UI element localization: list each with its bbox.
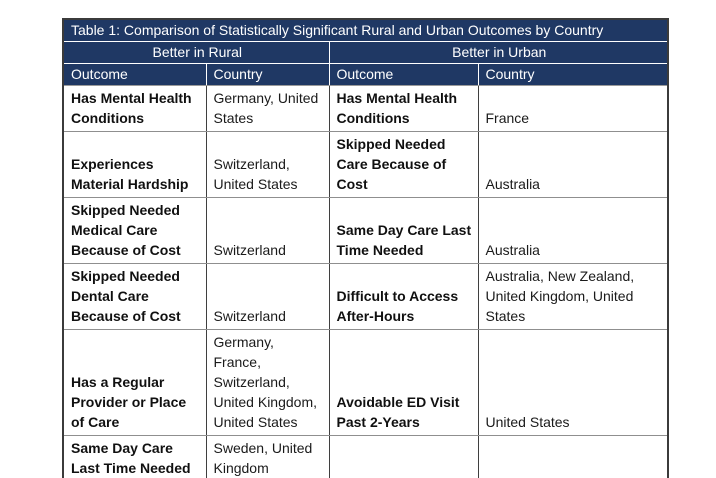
rural-outcome-cell: Skipped Needed Medical Care Because of C… [63, 197, 207, 264]
group-header-urban: Better in Urban [328, 41, 668, 64]
column-header-urban-country: Country [477, 63, 668, 86]
rural-country-cell: Germany, United States [206, 85, 330, 132]
rural-country-cell: Sweden, United Kingdom [206, 435, 330, 478]
rural-outcome-cell: Has a Regular Provider or Place of Care [63, 329, 207, 436]
table-row: Skipped Needed Dental Care Because of Co… [63, 263, 669, 330]
urban-country-cell [478, 435, 669, 478]
table-title-row: Table 1: Comparison of Statistically Sig… [63, 19, 668, 42]
urban-country-cell: Australia [478, 131, 669, 198]
table-row: Same Day Care Last Time Needed Sweden, U… [63, 435, 669, 478]
table-row: Experiences Material Hardship Switzerlan… [63, 131, 669, 198]
column-header-urban-outcome: Outcome [328, 63, 478, 86]
urban-outcome-cell: Avoidable ED Visit Past 2-Years [329, 329, 479, 436]
urban-country-cell: Australia [478, 197, 669, 264]
column-header-rural-country: Country [205, 63, 329, 86]
urban-country-cell: United States [478, 329, 669, 436]
table-row: Skipped Needed Medical Care Because of C… [63, 197, 669, 264]
rural-outcome-cell: Experiences Material Hardship [63, 131, 207, 198]
rural-country-cell: Switzerland, United States [206, 131, 330, 198]
urban-outcome-cell: Skipped Needed Care Because of Cost [329, 131, 479, 198]
urban-outcome-cell: Same Day Care Last Time Needed [329, 197, 479, 264]
rural-country-cell: Switzerland [206, 197, 330, 264]
rural-outcome-cell: Skipped Needed Dental Care Because of Co… [63, 263, 207, 330]
urban-outcome-cell [329, 435, 479, 478]
rural-outcome-cell: Has Mental Health Conditions [63, 85, 207, 132]
urban-country-cell: Australia, New Zealand, United Kingdom, … [478, 263, 669, 330]
urban-outcome-cell: Difficult to Access After-Hours [329, 263, 479, 330]
table-row: Has a Regular Provider or Place of Care … [63, 329, 669, 436]
column-header-row: Outcome Country Outcome Country [63, 63, 668, 86]
group-header-rural: Better in Rural [63, 41, 329, 64]
column-header-rural-outcome: Outcome [63, 63, 206, 86]
rural-country-cell: Switzerland [206, 263, 330, 330]
table-row: Has Mental Health Conditions Germany, Un… [63, 85, 669, 132]
comparison-table: Table 1: Comparison of Statistically Sig… [62, 18, 669, 478]
group-header-row: Better in Rural Better in Urban [63, 41, 668, 64]
urban-outcome-cell: Has Mental Health Conditions [329, 85, 479, 132]
urban-country-cell: France [478, 85, 669, 132]
rural-outcome-cell: Same Day Care Last Time Needed [63, 435, 207, 478]
rural-country-cell: Germany, France, Switzerland, United Kin… [206, 329, 330, 436]
table-title: Table 1: Comparison of Statistically Sig… [63, 19, 668, 42]
